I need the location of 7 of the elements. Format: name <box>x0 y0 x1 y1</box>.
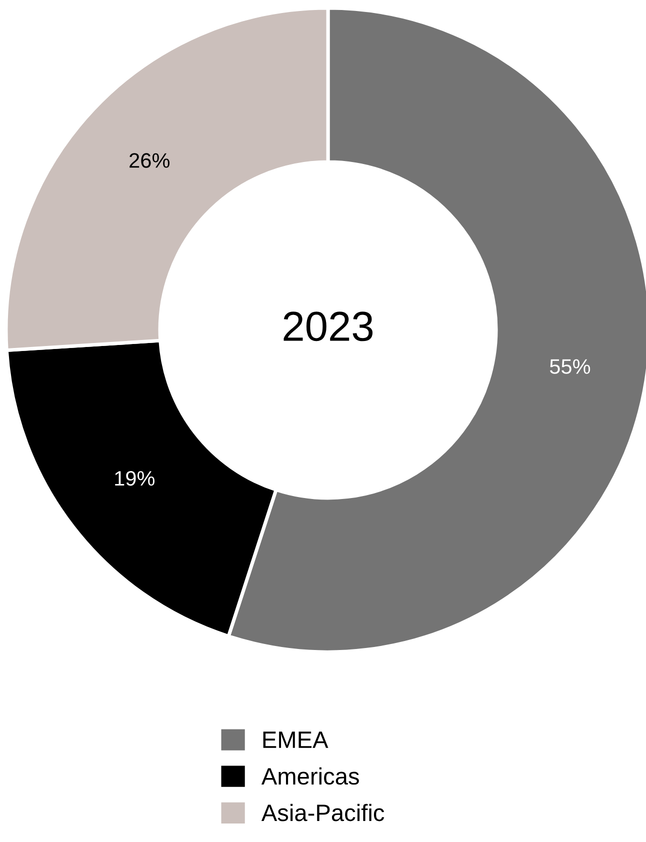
legend-label: EMEA <box>263 732 328 748</box>
legend-label: Americas <box>261 767 359 785</box>
legend-label: Asia-Pacific <box>261 804 384 822</box>
data-label: 26% <box>130 153 170 168</box>
data-label: 55% <box>550 359 590 374</box>
data-label: 19% <box>115 471 155 486</box>
text: 2023 <box>284 312 373 342</box>
